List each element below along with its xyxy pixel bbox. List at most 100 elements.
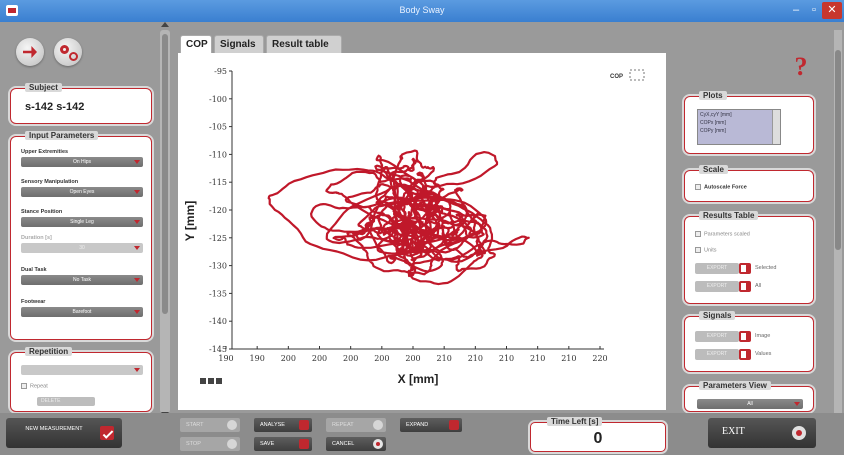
scroll-thumb[interactable]: [162, 34, 168, 314]
checkbox-label: Parameters scaled: [704, 231, 750, 238]
new-measurement-button[interactable]: NEW MEASUREMENT: [6, 418, 122, 448]
param-label: Stance Position: [21, 209, 63, 215]
autoscale-label: Autoscale Force: [704, 184, 747, 191]
y-tick-label: -110: [209, 150, 227, 159]
chevron-down-icon: [134, 278, 140, 282]
export-selected-button[interactable]: EXPORT: [695, 263, 739, 274]
y-tick-label: -115: [209, 178, 227, 187]
x-tick-label: 200: [312, 354, 327, 363]
plots-group: Plots CyX,cyY [mm] COPx [mm] COPy [mm]: [684, 91, 814, 154]
stance-position-select[interactable]: Single Leg: [21, 217, 143, 227]
repetition-select[interactable]: [21, 365, 143, 375]
param-label: Duration [s]: [21, 235, 52, 241]
expand-button[interactable]: EXPAND: [400, 418, 462, 432]
autoscale-checkbox[interactable]: Autoscale Force: [695, 184, 747, 190]
export-values-label: Values: [755, 351, 772, 357]
minimize-button[interactable]: –: [792, 4, 800, 16]
right-panel-scrollbar[interactable]: [834, 30, 842, 413]
x-tick-label: 210: [561, 354, 576, 363]
tab-signals[interactable]: Signals: [214, 35, 264, 53]
title-bar: Body Sway – ▫ ✕: [0, 0, 844, 22]
repeat-button[interactable]: REPEAT: [326, 418, 386, 432]
duration-select[interactable]: 30: [21, 243, 143, 253]
y-tick-label: -130: [209, 262, 227, 271]
select-value: Barefoot: [72, 309, 92, 315]
time-left-value: 0: [593, 430, 603, 447]
chart-toolbar[interactable]: [200, 378, 222, 384]
y-tick-label: -145: [209, 345, 227, 354]
tab-result-table[interactable]: Result table: [266, 35, 342, 53]
save-label: SAVE: [260, 441, 275, 447]
export-icon[interactable]: [739, 263, 751, 274]
trace-layer: [267, 149, 530, 286]
x-tick-label: 210: [530, 354, 545, 363]
delete-repetition-button[interactable]: DELETE: [37, 397, 95, 406]
select-value: On Hips: [72, 159, 92, 165]
scroll-thumb[interactable]: [835, 50, 841, 250]
plots-list-item[interactable]: CyX,cyY [mm]: [700, 112, 732, 118]
left-panel-scrollbar[interactable]: [160, 22, 170, 417]
expand-icon: [449, 420, 459, 430]
param-footwear: Footwear Barefoot: [21, 299, 143, 317]
tab-cop[interactable]: COP: [180, 35, 212, 53]
plots-list-item[interactable]: COPx [mm]: [700, 120, 726, 126]
export-all-button[interactable]: EXPORT: [695, 281, 739, 292]
cancel-button[interactable]: CANCEL: [326, 437, 386, 451]
parameters-view-group: Parameters View All: [684, 381, 814, 412]
units-checkbox[interactable]: Units: [695, 247, 717, 253]
parameters-view-select[interactable]: All: [697, 399, 803, 409]
dual-task-select[interactable]: No Task: [21, 275, 143, 285]
record-icon: [227, 439, 237, 449]
left-panel: Subject s-142 s-142 Input Parameters Upp…: [6, 30, 156, 413]
x-tick-label: 220: [592, 354, 607, 363]
repeat-icon: [373, 420, 383, 430]
stop-button[interactable]: STOP: [180, 437, 240, 451]
link-icon[interactable]: [54, 38, 82, 66]
checkbox-box: [695, 247, 701, 253]
param-label: Upper Extremities: [21, 149, 69, 155]
upper-extremities-select[interactable]: On Hips: [21, 157, 143, 167]
y-axis-label: Y [mm]: [183, 201, 197, 241]
start-button[interactable]: START: [180, 418, 240, 432]
repeat-checkbox[interactable]: Repeat: [21, 383, 48, 389]
param-label: Sensory Manipulation: [21, 179, 79, 185]
export-values-button[interactable]: EXPORT: [695, 349, 739, 360]
sensory-manipulation-select[interactable]: Open Eyes: [21, 187, 143, 197]
save-button[interactable]: SAVE: [254, 437, 312, 451]
footwear-select[interactable]: Barefoot: [21, 307, 143, 317]
y-tick-label: -105: [209, 123, 227, 132]
listbox-scrollbar[interactable]: [772, 110, 780, 144]
plots-list-item[interactable]: COPy [mm]: [700, 128, 726, 134]
scale-group: Scale Autoscale Force: [684, 165, 814, 202]
scroll-up-icon[interactable]: [161, 22, 169, 27]
export-image-button[interactable]: EXPORT: [695, 331, 739, 342]
y-tick-label: -95: [214, 67, 227, 76]
signals-title: Signals: [699, 311, 736, 320]
y-tick-label: -100: [209, 95, 227, 104]
parameters-scaled-checkbox[interactable]: Parameters scaled: [695, 231, 750, 237]
param-sensory-manipulation: Sensory Manipulation Open Eyes: [21, 179, 143, 197]
forward-arrow-icon[interactable]: [16, 38, 44, 66]
x-tick-label: 210: [437, 354, 452, 363]
y-ticks: -95 -100 -105 -110 -115 -120 -125 -130 -135 -140 -…: [209, 67, 232, 354]
export-icon[interactable]: [739, 281, 751, 292]
select-value: 30: [79, 245, 85, 251]
select-value: Single Leg: [70, 219, 94, 225]
expand-label: EXPAND: [406, 422, 429, 428]
scale-title: Scale: [699, 165, 728, 174]
close-window-button[interactable]: ✕: [822, 2, 842, 19]
start-label: START: [186, 422, 204, 428]
param-label: Dual Task: [21, 267, 47, 273]
analyse-button[interactable]: ANALYSE: [254, 418, 312, 432]
export-icon[interactable]: [739, 349, 751, 360]
results-table-group: Results Table Parameters scaled Units EX…: [684, 211, 814, 304]
help-icon[interactable]: ?: [794, 52, 808, 81]
repeat-label: REPEAT: [332, 422, 354, 428]
export-icon[interactable]: [739, 331, 751, 342]
cancel-label: CANCEL: [332, 441, 355, 447]
exit-button[interactable]: EXIT: [708, 418, 816, 448]
plots-listbox[interactable]: CyX,cyY [mm] COPx [mm] COPy [mm]: [697, 109, 781, 145]
x-tick-label: 210: [499, 354, 514, 363]
maximize-button[interactable]: ▫: [812, 4, 816, 16]
analyse-label: ANALYSE: [260, 422, 285, 428]
